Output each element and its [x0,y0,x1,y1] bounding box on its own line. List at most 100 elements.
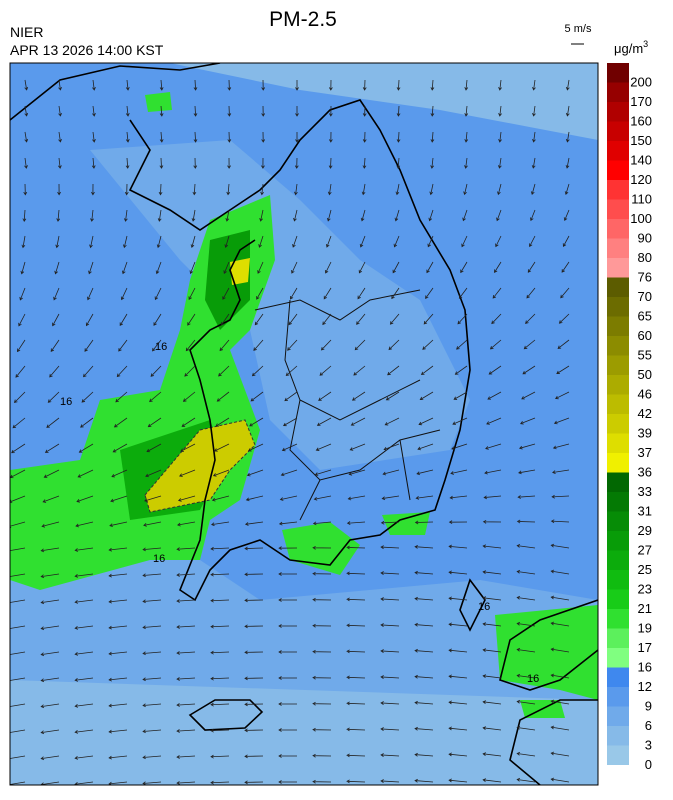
wind-arrow [81,391,94,403]
wind-arrow [143,521,162,527]
wind-arrow [328,131,333,143]
wind-arrow [245,495,264,502]
wind-arrow [550,725,570,731]
wind-arrow [430,157,435,169]
wind-arrow [278,572,298,576]
wind-arrow [448,544,468,549]
wind-arrow [448,752,468,757]
wind-arrow [116,365,128,378]
wind-arrow [516,751,536,757]
wind-arrow [428,209,434,222]
map: 16 16 16 16 16 [9,62,599,786]
wind-arrow [52,313,60,327]
wind-arrow [550,673,570,679]
wind-arrow [254,313,264,326]
yellow-area [144,419,256,513]
wind-arrow [448,622,468,627]
wind-arrow [383,443,400,451]
colorbar-swatch [607,63,629,83]
wind-arrow [516,569,536,575]
colorbar-label: 60 [638,328,652,343]
wind-arrow [158,183,163,196]
wind-arrow [119,313,128,327]
colorbar-label: 12 [638,679,652,694]
wind-arrow [517,495,536,499]
wind-arrow [142,625,162,630]
wind-arrow [88,261,94,275]
wind-arrow [497,183,502,196]
wind-arrow [356,313,366,325]
wind-arrow [346,623,366,628]
wind-arrow [120,287,128,301]
wind-arrow [192,183,197,196]
wind-arrow [318,391,332,401]
wind-arrow [108,703,128,708]
wind-arrow [211,495,230,502]
wind-arrow [210,650,230,655]
wind-arrow [425,287,434,300]
wind-arrow [92,79,96,91]
colorbar-swatch [607,297,629,317]
wind-arrow [312,545,332,550]
wind-arrow [214,443,230,452]
wind-arrow [516,647,536,653]
wind-arrow [414,544,434,549]
wind-arrow [226,183,231,196]
wind-arrow [498,131,502,143]
colorbar-label: 150 [630,133,652,148]
wind-arrow [448,674,468,679]
wind-arrow [362,79,367,91]
wind-arrow [516,544,536,549]
wind-arrow [519,417,536,425]
colorbar-swatch [607,706,629,726]
wind-arrow [448,570,468,575]
wind-arrow [422,339,434,350]
wind-arrow [489,339,502,350]
wind-arrow [380,675,400,679]
wind-arrow [350,417,366,426]
wind-arrow [516,519,536,524]
provinces [254,289,441,521]
wind-arrow [516,699,536,705]
wind-arrow [74,677,94,682]
wind-arrow [224,235,230,248]
wind-arrow [530,183,536,196]
wind-arrow [430,105,435,117]
wind-arrow [313,495,332,501]
wind-arrow [532,105,536,117]
wind-arrow [278,728,298,732]
wind-arrow [282,417,298,427]
wind-arrow [176,755,196,759]
colorbar-label: 0 [645,757,652,772]
wind-arrow [125,79,130,91]
wind-arrow [142,651,162,656]
wind-arrow [142,781,162,785]
wind-arrow [392,261,400,274]
colorbar-label: 200 [630,75,652,90]
wind-arrow [249,417,264,427]
wind-arrow [53,287,60,301]
wind-arrow [388,339,400,351]
contour-label: 16 [478,601,490,613]
wind-arrow [464,131,469,143]
wind-arrow [312,649,332,654]
colorbar-swatch [607,355,629,375]
wind-arrow [550,647,570,653]
wind-arrow [177,521,196,527]
wind-arrow [312,521,332,526]
colorbar-label: 23 [638,582,652,597]
wind-arrow [295,131,299,143]
wind-arrow [261,79,266,91]
wind-arrow [193,157,198,169]
wind-arrows [10,79,570,785]
wind-arrow [426,261,434,274]
wind-arrow [381,495,400,501]
wind-arrow [550,621,570,627]
wind-arrow [278,754,298,758]
colorbar-label: 42 [638,406,652,421]
land-low [90,140,470,470]
wind-arrow [529,209,536,222]
wind-arrow [565,79,570,91]
wind-arrow [414,700,434,705]
wind-arrow [84,339,94,352]
